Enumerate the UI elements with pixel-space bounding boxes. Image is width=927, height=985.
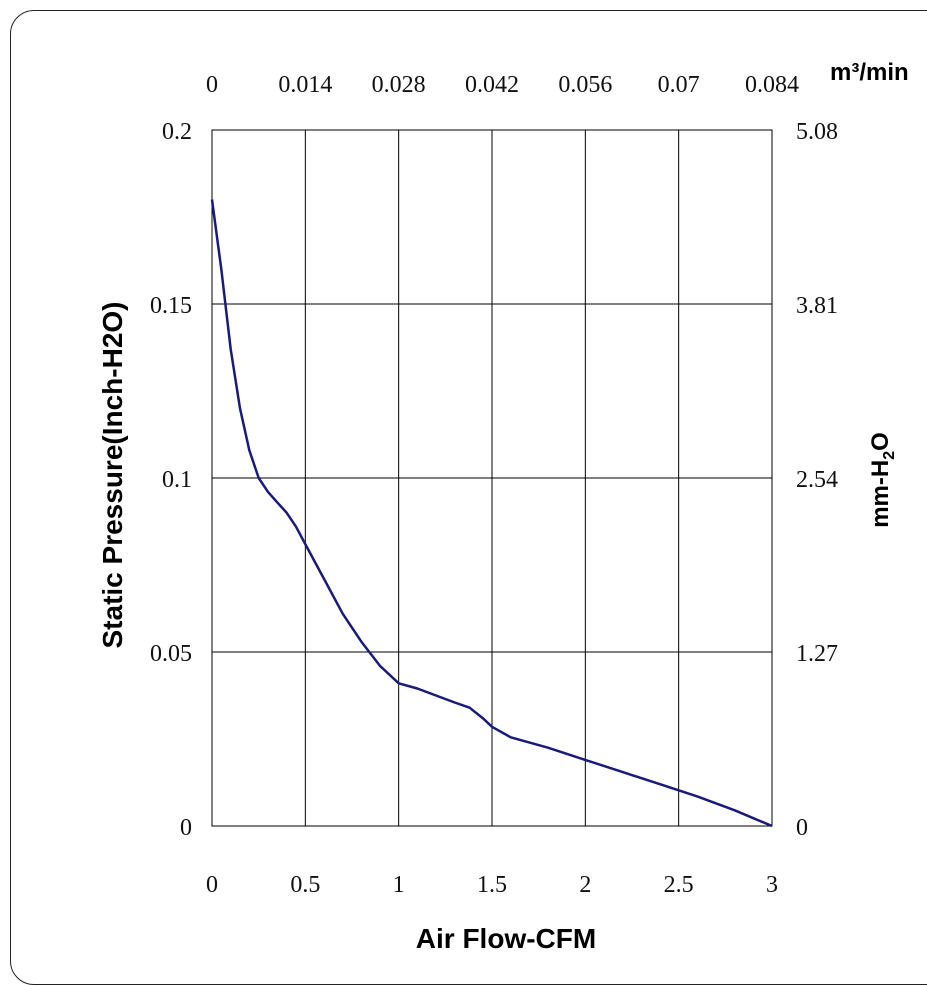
pressure-curve: [210, 199, 773, 828]
x2-axis-label: m³/min: [830, 59, 909, 86]
y2-label-subscript: 2: [881, 451, 898, 460]
x-tick-label: 3: [766, 872, 778, 898]
x-tick-label: 0: [206, 872, 218, 898]
y2-tick-label: 2.54: [796, 467, 838, 493]
y-tick-label: 0: [180, 815, 192, 841]
y-tick-label: 0.05: [150, 641, 192, 667]
x-tick-label: 2: [579, 872, 591, 898]
y2-label-tail: O: [867, 432, 894, 451]
x-tick-label: 2.5: [664, 872, 694, 898]
grid-lines: [212, 130, 772, 826]
y-tick-label: 0.15: [150, 293, 192, 319]
x2-tick-label: 0.07: [658, 72, 700, 98]
x2-tick-label: 0.014: [278, 72, 332, 98]
x2-tick-label: 0.056: [558, 72, 612, 98]
y2-tick-label: 5.08: [796, 119, 838, 145]
y-tick-label: 0.2: [162, 119, 192, 145]
y2-tick-label: 3.81: [796, 293, 838, 319]
y2-label-main: mm-H: [867, 460, 894, 528]
x2-tick-label: 0.042: [465, 72, 519, 98]
y-axis-label: Static Pressure(Inch-H2O): [97, 302, 128, 649]
y2-tick-label: 1.27: [796, 641, 838, 667]
x-tick-label: 1: [393, 872, 405, 898]
tick-labels: 0 0 0.5 0.014 1 0.028 1.5 0.042 2 0.056 2.5 0.07 3 0.…: [150, 72, 838, 898]
x-axis-label: Air Flow-CFM: [416, 923, 596, 954]
y-tick-label: 0.1: [162, 467, 192, 493]
x2-tick-label: 0.084: [745, 72, 799, 98]
plot-area: [211, 129, 773, 827]
y2-tick-label: 0: [796, 815, 808, 841]
x-tick-label: 0.5: [290, 872, 320, 898]
y2-axis-label: mm-H2O: [867, 432, 898, 528]
x-tick-label: 1.5: [477, 872, 507, 898]
x2-tick-label: 0: [206, 72, 218, 98]
x2-tick-label: 0.028: [372, 72, 426, 98]
